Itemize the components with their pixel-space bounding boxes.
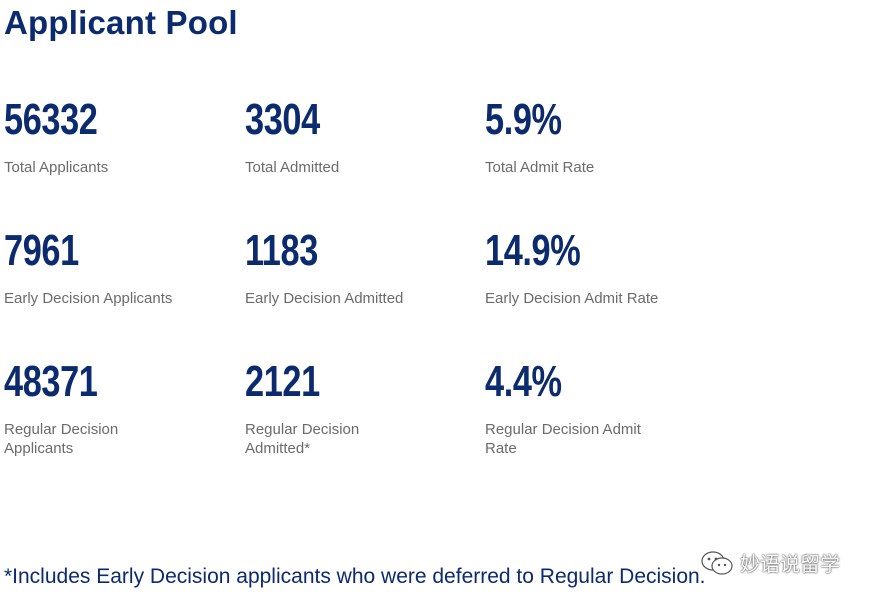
stat-value: 5.9% — [485, 95, 562, 144]
stat-label: Regular Decision Admitted* — [245, 421, 360, 457]
stat-label: Regular Decision Applicants — [4, 421, 119, 457]
stat-early-decision-applicants: 7961 Early Decision Applicants — [4, 229, 224, 308]
stat-value: 7961 — [4, 226, 79, 275]
stat-value: 14.9% — [485, 226, 581, 275]
stat-value: 1183 — [245, 226, 318, 275]
stat-total-admit-rate: 5.9% Total Admit Rate — [485, 98, 705, 177]
stat-early-decision-admitted: 1183 Early Decision Admitted — [245, 229, 465, 308]
stat-label: Total Applicants — [4, 159, 109, 176]
stat-total-applicants: 56332 Total Applicants — [4, 98, 224, 177]
stat-label: Total Admit Rate — [485, 159, 595, 176]
stat-value: 48371 — [4, 357, 98, 406]
stat-label: Early Decision Admit Rate — [485, 290, 659, 307]
stat-total-admitted: 3304 Total Admitted — [245, 98, 465, 177]
stat-label: Early Decision Applicants — [4, 290, 173, 307]
page-title: Applicant Pool — [4, 4, 238, 41]
stat-early-decision-admit-rate: 14.9% Early Decision Admit Rate — [485, 229, 705, 308]
stat-regular-decision-admitted: 2121 Regular Decision Admitted* — [245, 360, 465, 458]
stat-label: Total Admitted — [245, 159, 340, 176]
stat-value: 56332 — [4, 95, 98, 144]
stat-value: 4.4% — [485, 357, 562, 406]
wechat-icon — [701, 550, 733, 575]
stat-regular-decision-admit-rate: 4.4% Regular Decision Admit Rate — [485, 360, 705, 458]
stat-label: Early Decision Admitted — [245, 290, 404, 307]
watermark: 妙语说留学 — [700, 548, 840, 577]
stat-label: Regular Decision Admit Rate — [485, 421, 641, 457]
footnote: *Includes Early Decision applicants who … — [4, 565, 706, 588]
stat-value: 2121 — [245, 357, 320, 406]
stat-regular-decision-applicants: 48371 Regular Decision Applicants — [4, 360, 224, 458]
stat-value: 3304 — [245, 95, 320, 144]
watermark-text: 妙语说留学 — [740, 552, 840, 576]
